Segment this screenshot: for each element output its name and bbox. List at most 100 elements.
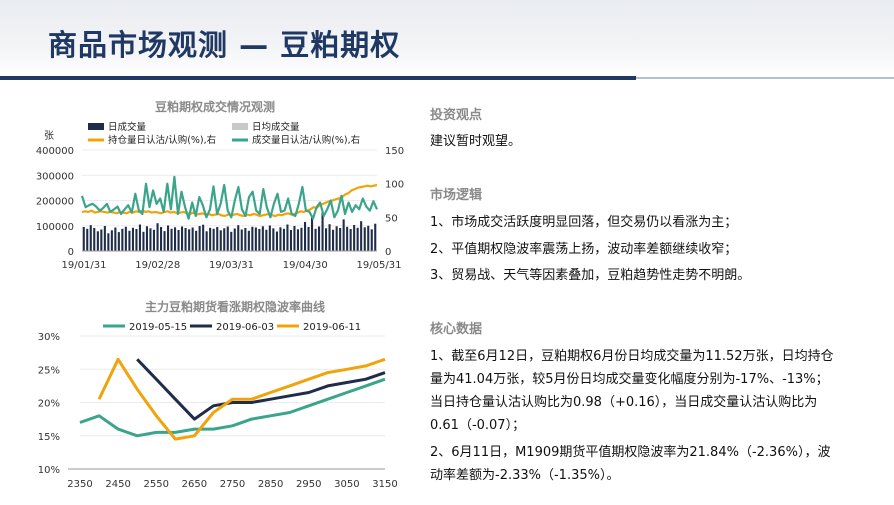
- chart1-bar: [117, 232, 120, 251]
- chart1-bar: [219, 230, 222, 251]
- chart1-bar: [202, 224, 205, 251]
- chart1-bar: [152, 229, 155, 251]
- chart1-bar: [268, 225, 271, 251]
- chart2-x-tick: 2550: [144, 479, 169, 490]
- chart2-x-tick: 2350: [67, 479, 92, 490]
- chart1-bar: [247, 230, 250, 251]
- chart1-bar: [89, 225, 92, 251]
- chart1-bar: [163, 231, 166, 251]
- data-line: 0.61（-0.07）；: [430, 418, 526, 433]
- chart1-bar: [321, 212, 324, 251]
- chart1-bar: [198, 226, 201, 251]
- chart2-x-tick: 3150: [372, 479, 397, 490]
- legend-label-vol-ratio: 成交量日认沽/认购(%),右: [252, 134, 360, 146]
- chart1-bar: [131, 227, 134, 251]
- chart1-bar: [142, 231, 145, 251]
- chart1-y2-tick: 100: [385, 180, 404, 191]
- chart1-bar: [160, 227, 163, 251]
- chart1-bar: [325, 228, 328, 251]
- data-line: 量为41.04万张，较5月份日均成交量变化幅度分别为-17%、-13%；: [430, 372, 829, 387]
- chart2-y-tick: 20%: [38, 399, 60, 410]
- chart1-y-tick: 400000: [36, 146, 74, 157]
- chart1-y2-tick: 0: [385, 247, 391, 258]
- chart2-x-tick: 2950: [296, 479, 321, 490]
- chart1-bar: [282, 228, 285, 251]
- chart1-bar: [300, 227, 303, 251]
- chart1-x-tick: 19/04/30: [283, 260, 328, 271]
- chart1-bar: [191, 227, 194, 251]
- chart1-bar: [251, 226, 254, 251]
- chart1-bar: [145, 226, 148, 251]
- chart2-y-tick: 25%: [38, 365, 60, 376]
- chart1-bar: [244, 228, 247, 251]
- chart1-bar: [107, 233, 110, 251]
- view-text: 建议暂时观望。: [430, 134, 522, 149]
- chart1-bar: [335, 226, 338, 251]
- data-line: 当日持仓量认沽认购比为0.98（+0.16），当日成交量认沽认购比为: [430, 395, 818, 410]
- chart1-x-tick: 19/02/28: [135, 260, 180, 271]
- page-title: 商品市场观测 — 豆粕期权: [48, 28, 401, 62]
- chart1-bar: [233, 228, 236, 251]
- chart1-bar: [226, 226, 229, 251]
- chart1-bar: [114, 227, 117, 251]
- data-line: 1、截至6月12日，豆粕期权6月份日均成交量为11.52万张，日均持仓: [430, 349, 834, 364]
- chart1-bar: [367, 225, 370, 252]
- chart1-bar: [289, 230, 292, 251]
- chart1-bar: [332, 229, 335, 251]
- legend-label-2019-06-11: 2019-06-11: [303, 322, 361, 333]
- chart1-bar: [272, 228, 275, 251]
- chart1-bar: [363, 227, 366, 251]
- chart1-bar: [349, 229, 352, 251]
- chart1-bar: [353, 225, 356, 251]
- chart1-bar: [100, 229, 103, 251]
- chart1-bar: [184, 228, 187, 251]
- chart1-bar: [293, 226, 296, 251]
- chart2-title: 主力豆粕期货看涨期权隐波率曲线: [144, 300, 325, 314]
- chart1-title: 豆粕期权成交情况观测: [154, 100, 275, 114]
- chart1-bar: [261, 226, 264, 251]
- chart1-bar: [181, 226, 184, 251]
- chart1-bar: [356, 227, 359, 251]
- chart1-bar: [314, 228, 317, 251]
- chart1-bar: [121, 228, 124, 251]
- chart1-bar: [138, 224, 141, 251]
- data-heading: 核心数据: [430, 322, 483, 337]
- chart1-bar: [304, 222, 307, 251]
- chart1-bar: [135, 229, 138, 251]
- logic-item: 1、市场成交活跃度明显回落，但交易仍以看涨为主；: [430, 215, 738, 230]
- chart2-y-tick: 15%: [38, 432, 60, 443]
- chart2-implied-vol: 2019-05-15 2019-06-03 2019-06-11 30% 25% 2…: [38, 322, 398, 490]
- logic-item: 3、贸易战、天气等因素叠加，豆粕趋势性走势不明朗。: [430, 268, 751, 283]
- chart1-bar: [212, 228, 215, 251]
- chart1-bar: [156, 223, 159, 251]
- chart2-series-line-2019-06-03: [136, 358, 386, 421]
- data-line: 动率差额为-2.33%（-1.35%）。: [430, 468, 620, 483]
- chart1-bar: [170, 228, 173, 251]
- logic-heading: 市场逻辑: [430, 188, 483, 203]
- logic-item: 2、平值期权隐波率震荡上扬，波动率差额继续收窄；: [430, 242, 738, 257]
- title-underline-gray: [636, 77, 894, 79]
- chart1-bar: [128, 230, 131, 251]
- chart1-bar: [96, 231, 99, 251]
- legend-label-2019-05-15: 2019-05-15: [129, 322, 187, 333]
- chart1-bar: [205, 231, 208, 251]
- chart1-bar: [254, 227, 257, 251]
- chart1-legend: 日成交量 日均成交量 持仓量日认沽/认购(%),右 成交量日认沽/认购(%),右: [88, 121, 360, 146]
- chart1-y-tick: 200000: [36, 197, 74, 208]
- chart1-bar: [174, 227, 177, 251]
- chart1-y-tick: 300000: [36, 171, 74, 182]
- chart1-bar: [86, 228, 89, 251]
- legend-label-2019-06-03: 2019-06-03: [216, 322, 274, 333]
- chart2-legend: 2019-05-15 2019-06-03 2019-06-11: [103, 322, 361, 333]
- chart1-bar: [296, 229, 299, 251]
- chart2-x-tick: 2750: [220, 479, 245, 490]
- chart1-bar: [149, 228, 152, 251]
- data-line: 2、6月11日，M1909期货平值期权隐波率为21.84%（-2.36%），波: [430, 445, 831, 460]
- chart2-x-tick: 2850: [258, 479, 283, 490]
- chart1-bar: [307, 227, 310, 251]
- chart1-bar: [275, 231, 278, 251]
- chart1-bar: [240, 229, 243, 251]
- chart1-bar: [370, 229, 373, 251]
- chart1-bar: [188, 229, 191, 251]
- chart1-y-tick: 100000: [36, 222, 74, 233]
